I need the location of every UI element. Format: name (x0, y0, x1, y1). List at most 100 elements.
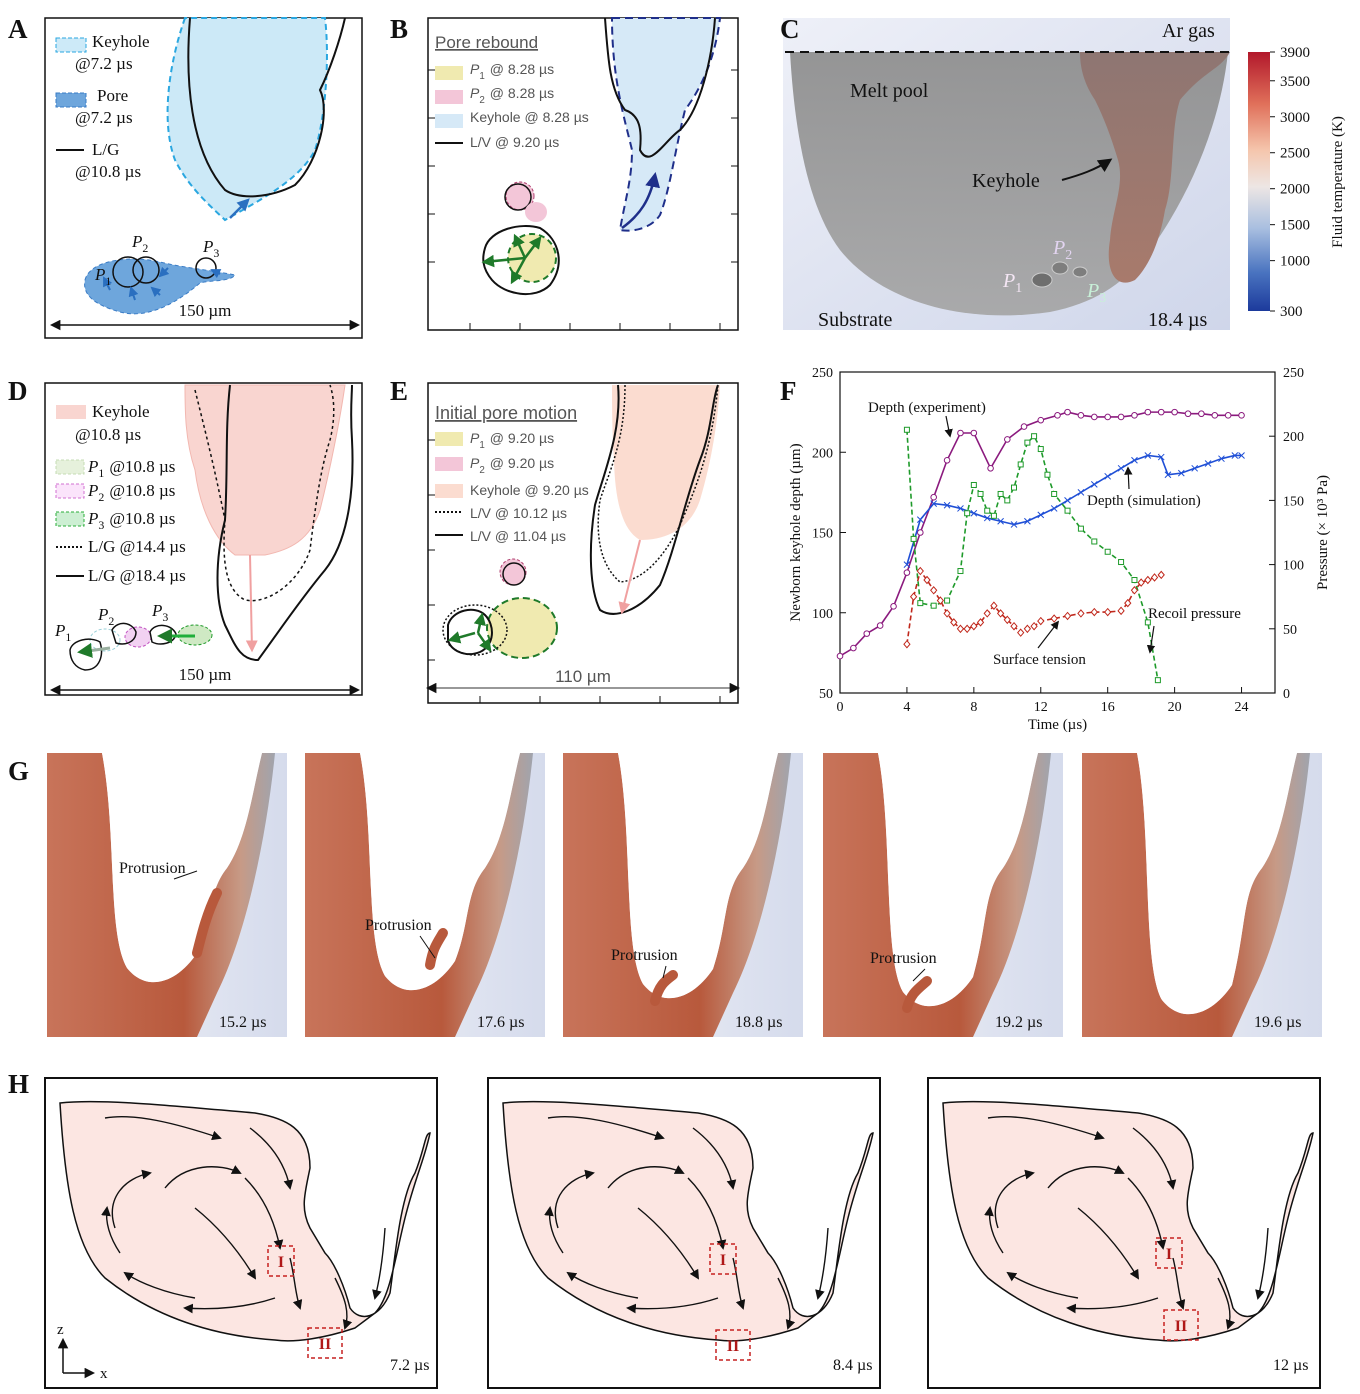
point (918, 530, 924, 536)
panel-b: Pore rebound B P1@ 8.28 µsP2@ 8.28 µsKey… (390, 14, 738, 330)
keyhole-frame: Protrusion18.8 µs (563, 753, 803, 1037)
point (957, 625, 963, 632)
panel-label: H (8, 1069, 29, 1099)
point (864, 631, 870, 637)
point (1172, 409, 1178, 415)
legend-swatch (435, 114, 463, 128)
y2-tick-label: 100 (1283, 559, 1304, 574)
region-label: II (727, 1338, 739, 1355)
label-text: L/V @ 10.12 µs (470, 505, 567, 521)
subscript: 3 (162, 610, 168, 624)
symbol: P (151, 601, 162, 620)
scale-label: 150 µm (179, 665, 232, 684)
time-label: 18.4 µs (1148, 309, 1208, 331)
subscript: 3 (213, 246, 219, 260)
legend-label: Pore (97, 86, 128, 105)
y-tick-label: 150 (812, 527, 833, 542)
subscript: 2 (1065, 248, 1072, 263)
symbol: P (1086, 280, 1099, 302)
time-label: 19.2 µs (995, 1014, 1042, 1031)
point (1021, 424, 1027, 430)
annotation-arrow (946, 416, 950, 436)
point (1239, 413, 1245, 419)
time-label: 12 µs (1273, 1357, 1308, 1374)
point (917, 568, 923, 575)
pore-shape (525, 202, 547, 222)
point (1032, 434, 1037, 439)
panel-title: Pore rebound (435, 33, 538, 52)
point (1025, 440, 1030, 445)
point (1119, 560, 1124, 565)
point (1052, 491, 1057, 496)
label-text: @10.8 µs (109, 509, 175, 528)
label-text: L/G @14.4 µs (88, 537, 186, 556)
point (1005, 498, 1010, 503)
point (1051, 615, 1057, 622)
series-annotation: Surface tension (993, 652, 1086, 668)
label-text: Keyhole @ 9.20 µs (470, 482, 589, 498)
x-axis-label: Time (µs) (1028, 717, 1087, 733)
point (1065, 409, 1071, 415)
pore-shape (1073, 267, 1087, 277)
point (1158, 409, 1164, 415)
y-tick-label: 200 (812, 446, 833, 461)
label-text: Keyhole @ 8.28 µs (470, 109, 589, 125)
panel-label: E (390, 376, 408, 406)
symbol: P (87, 457, 98, 476)
point (904, 641, 910, 648)
point (1152, 574, 1158, 581)
region-label: II (1175, 1318, 1187, 1335)
label-text: @10.8 µs (109, 481, 175, 500)
keyhole-frame: Protrusion 19.2 µs (823, 753, 1063, 1037)
legend-label: @10.8 µs (75, 162, 141, 181)
subscript: 2 (142, 241, 148, 255)
point (904, 570, 910, 576)
point (964, 625, 970, 632)
annotation: Keyhole (972, 170, 1040, 192)
pore-shape (487, 598, 557, 658)
point (1078, 413, 1084, 419)
label-text: L/G @14.4 µs (88, 537, 186, 556)
point (1078, 610, 1084, 617)
point (1005, 437, 1011, 443)
point (1158, 571, 1164, 578)
subscript: 2 (108, 614, 114, 628)
legend-swatch (435, 432, 463, 446)
annotation: Protrusion (870, 950, 937, 967)
flow-frame: III12 µs (928, 1078, 1320, 1388)
point (1145, 577, 1151, 584)
axis-label: z (57, 1322, 64, 1338)
y2-axis-label: Pressure (× 10³ Pa) (1315, 475, 1331, 590)
symbol: P (1052, 237, 1065, 259)
point (1065, 497, 1071, 503)
legend-label: L/G (92, 140, 119, 159)
y-tick-label: 50 (819, 687, 833, 702)
subscript: 1 (479, 440, 484, 451)
y2-tick-label: 50 (1283, 623, 1297, 638)
pore-shape (125, 627, 151, 647)
label-text: L/V @ 11.04 µs (470, 528, 566, 544)
legend-swatch (56, 405, 86, 419)
time-label: 17.6 µs (477, 1014, 524, 1031)
subscript: 3 (1099, 291, 1106, 306)
point (958, 569, 963, 574)
y2-tick-label: 150 (1283, 494, 1304, 509)
legend-label: @7.2 µs (75, 54, 133, 73)
point (1018, 462, 1023, 467)
subscript: 2 (479, 95, 484, 106)
point (985, 508, 990, 513)
colorbar-tick-label: 3500 (1280, 74, 1310, 90)
annotation: Protrusion (119, 860, 186, 877)
point (1118, 607, 1124, 614)
point (1092, 539, 1097, 544)
subscript: 2 (479, 465, 484, 476)
region-label: II (319, 1336, 331, 1353)
y2-tick-label: 200 (1283, 430, 1304, 445)
point (1212, 413, 1218, 419)
point (1078, 489, 1084, 495)
subscript: 2 (98, 490, 104, 504)
x-tick-label: 16 (1101, 700, 1115, 715)
point (988, 466, 994, 472)
